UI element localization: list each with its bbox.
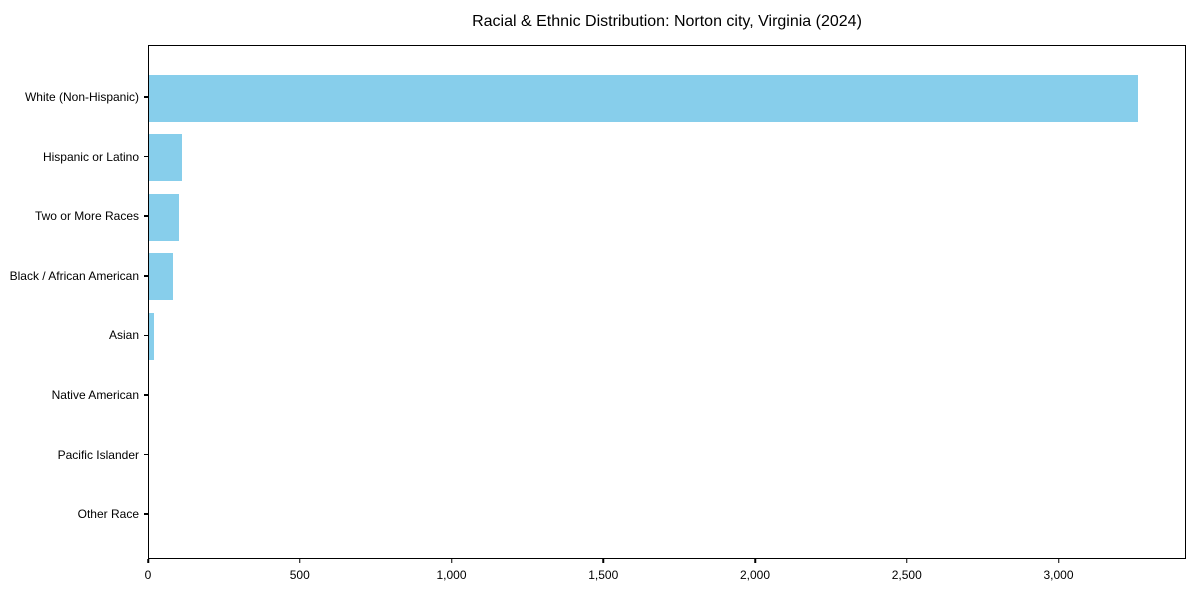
y-tick-label: Black / African American <box>9 268 139 283</box>
x-tick-mark <box>754 559 756 563</box>
y-tick-mark <box>144 96 148 98</box>
bar-two-or-more-races <box>149 193 180 241</box>
bar-white-non-hispanic <box>149 74 1139 122</box>
x-axis: 0 500 1,000 1,500 2,000 2,500 3,000 <box>144 559 1186 589</box>
y-tick-mark <box>144 275 148 277</box>
bar-hispanic-or-latino <box>149 134 183 182</box>
x-tick-label: 3,000 <box>1043 568 1074 582</box>
y-tick-label: Asian <box>108 328 139 343</box>
y-tick-label: Pacific Islander <box>57 447 139 462</box>
x-tick-label: 1,000 <box>436 568 467 582</box>
y-tick-label: Hispanic or Latino <box>42 149 139 164</box>
x-tick-mark <box>906 559 908 563</box>
x-tick-mark <box>147 559 149 563</box>
y-tick-label: White (Non-Hispanic) <box>24 90 139 104</box>
chart-title: Racial & Ethnic Distribution: Norton cit… <box>472 13 862 30</box>
x-tick-label: 1,500 <box>588 568 619 582</box>
x-tick-label: 2,000 <box>740 568 771 582</box>
y-tick-label: Native American <box>51 388 139 402</box>
x-tick-mark <box>450 559 453 563</box>
y-tick-label: Other Race <box>77 507 139 522</box>
y-tick-mark <box>144 215 148 217</box>
y-tick-mark <box>144 394 148 396</box>
y-tick-mark <box>144 513 148 515</box>
y-tick-mark <box>144 334 148 337</box>
y-tick-mark <box>144 453 148 456</box>
x-tick-mark <box>1057 559 1060 563</box>
y-tick-mark <box>144 155 148 158</box>
x-tick-label: 500 <box>289 568 310 582</box>
x-tick-mark <box>299 559 301 563</box>
plot-area <box>148 45 1186 559</box>
x-tick-label: 0 <box>144 568 152 582</box>
x-tick-mark <box>602 559 604 563</box>
y-axis-labels: White (Non-Hispanic) Hispanic or Latino Tw… <box>0 45 139 559</box>
bar-black-african-american <box>149 253 173 301</box>
y-tick-label: Two or More Races <box>34 209 139 224</box>
x-tick-label: 2,500 <box>891 568 922 582</box>
bar-asian <box>149 312 154 360</box>
